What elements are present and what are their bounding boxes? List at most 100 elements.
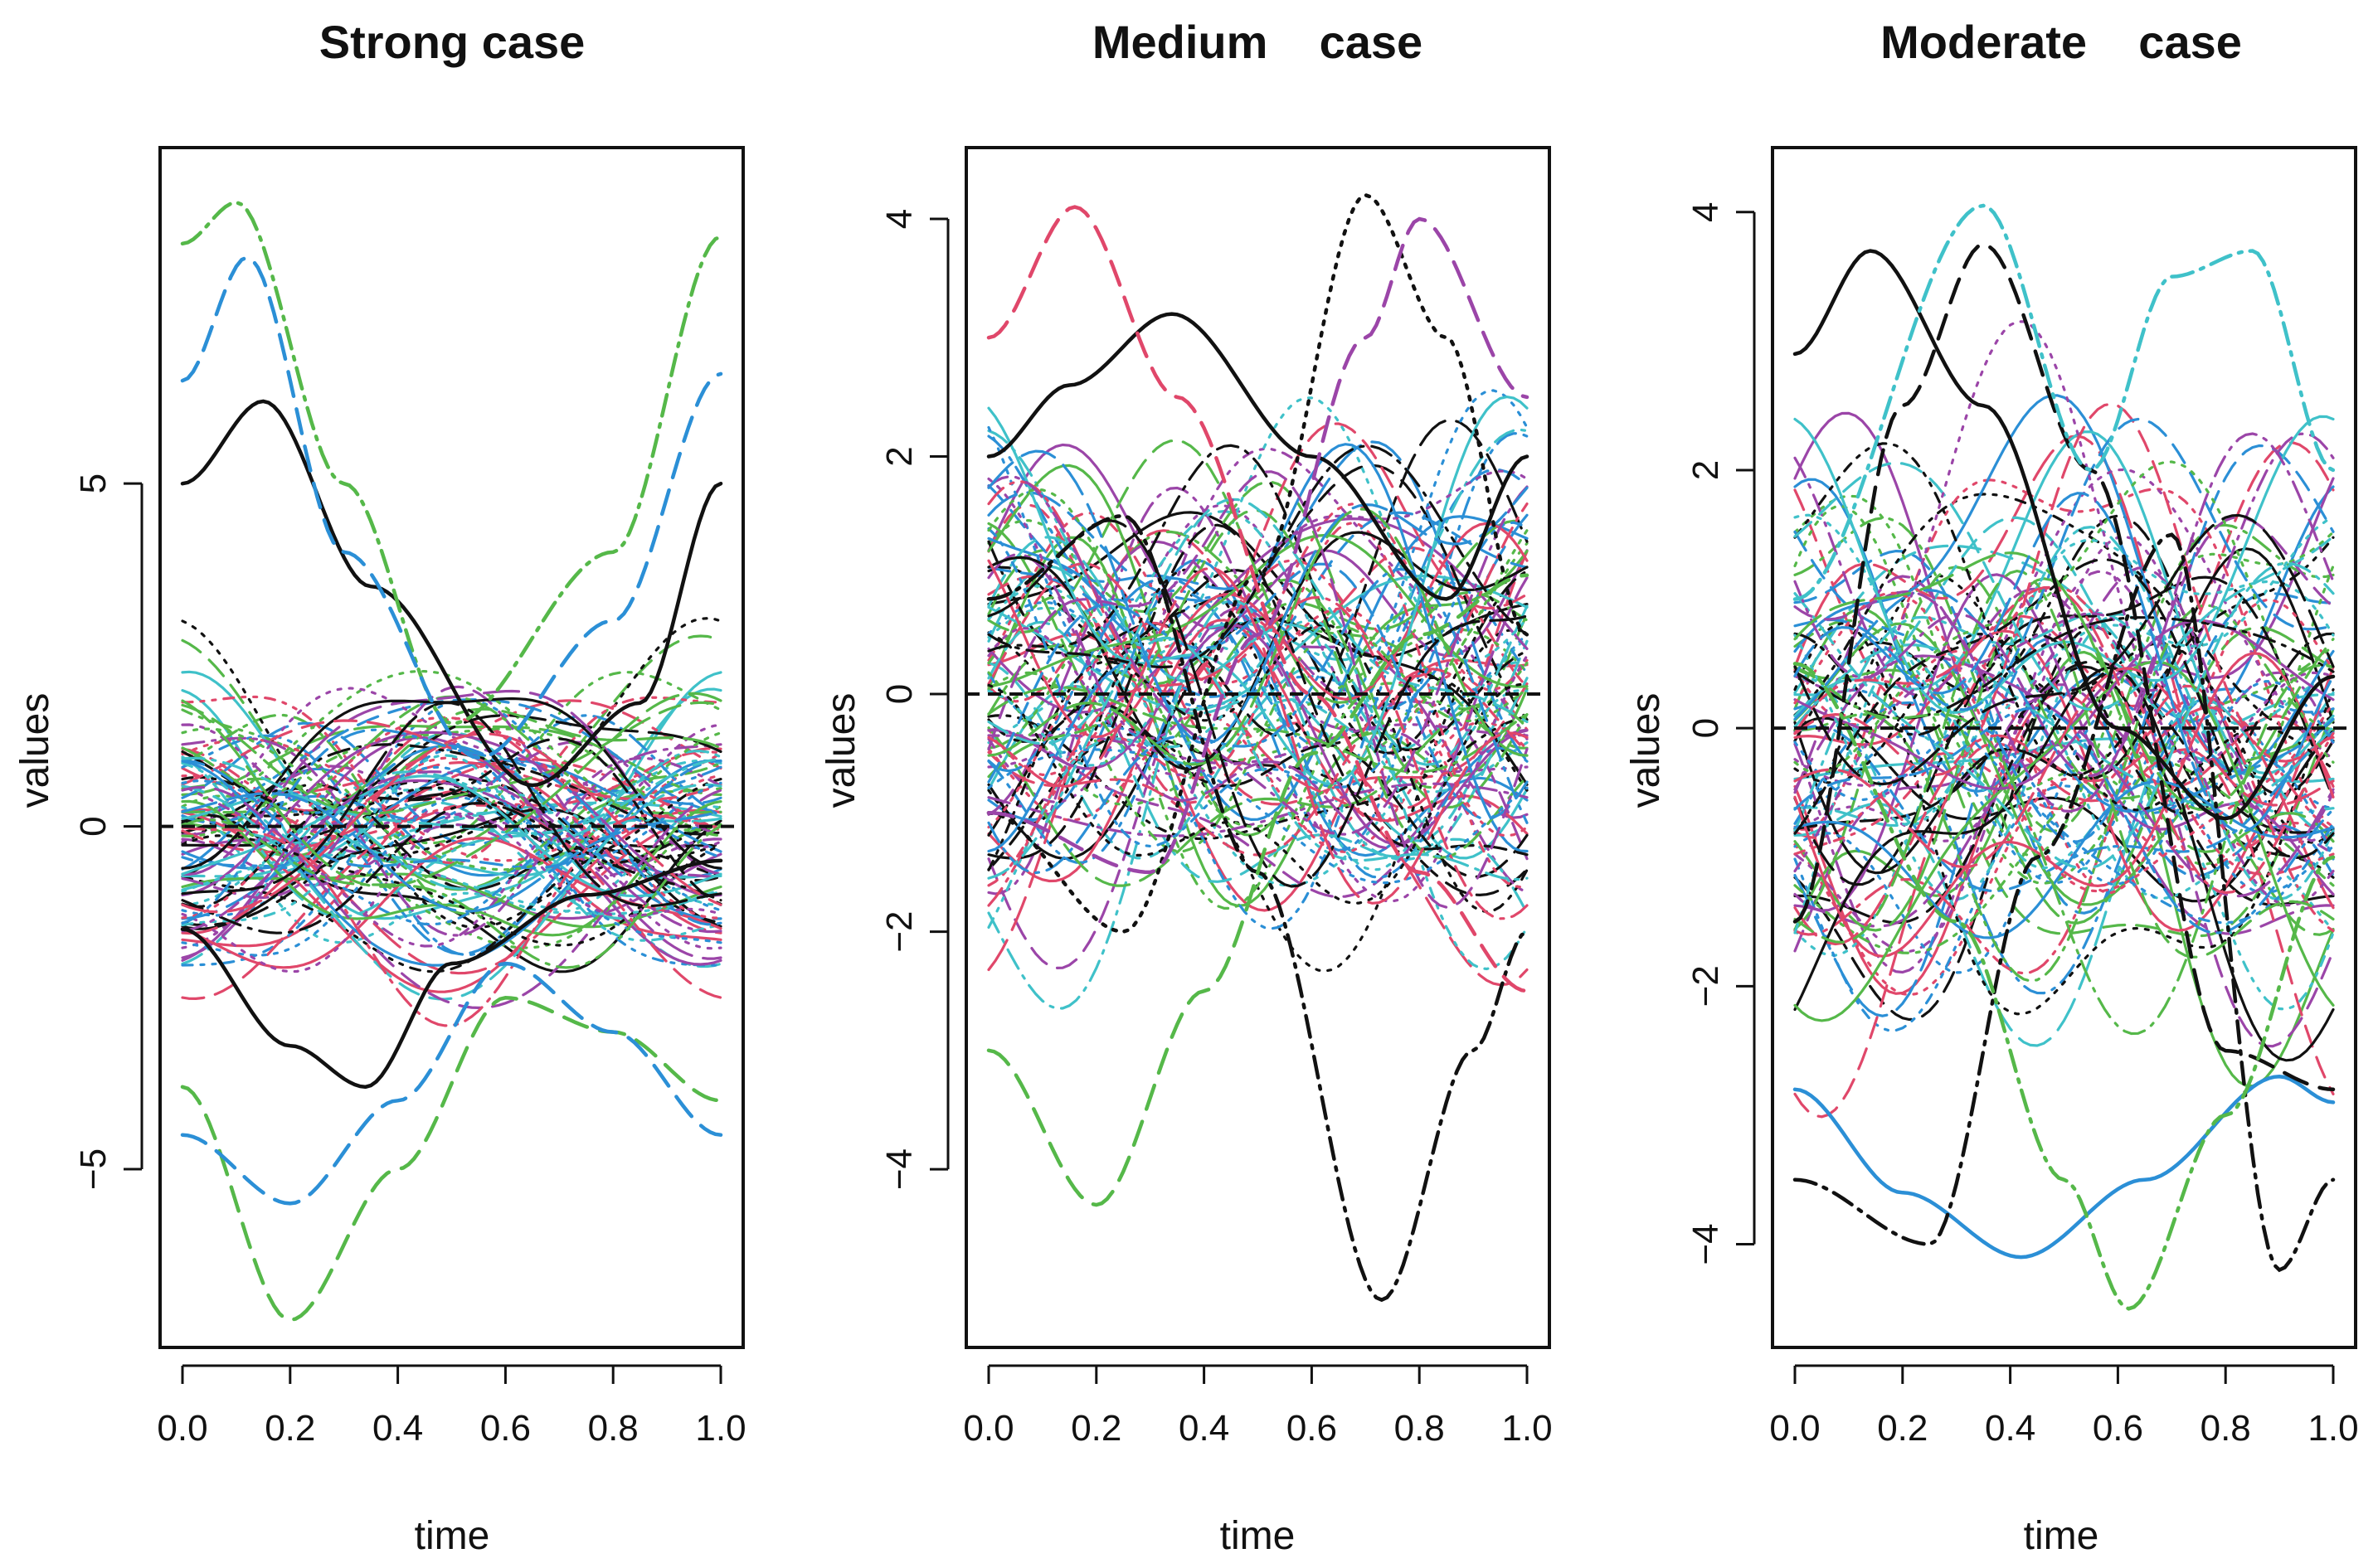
axes: 0.0 0.2 0.4 0.6 0.8 1.0 −4 −2 0 2 4 (879, 209, 1553, 1449)
y-axis-label: values (1624, 693, 1668, 808)
x-tick-label: 0.0 (1769, 1408, 1820, 1449)
series-line (987, 660, 1529, 860)
x-axis-label: time (415, 1514, 490, 1558)
series-line (987, 595, 1529, 910)
highlighted-series-line (986, 216, 1529, 875)
series-line (1793, 504, 2335, 866)
series-line (1793, 663, 2335, 1036)
series-line (987, 606, 1529, 970)
highlighted-series-line (180, 858, 723, 1090)
x-tick-label: 1.0 (695, 1408, 746, 1449)
series-line (181, 853, 722, 915)
y-tick-label: −4 (1685, 1223, 1726, 1265)
highlighted-series-line (1792, 203, 2336, 601)
series-line (1793, 417, 2335, 711)
series-line (181, 727, 722, 871)
series-line (987, 552, 1529, 850)
highlighted-series-line (180, 399, 723, 788)
series-line (181, 701, 722, 815)
series-lines (180, 200, 723, 1323)
chart-title: Strong case (319, 16, 586, 68)
series-lines (986, 192, 1529, 1303)
plot-frame (1771, 146, 2357, 1349)
series-line (181, 770, 722, 934)
series-line (1793, 684, 2335, 975)
x-tick-label: 0.2 (1877, 1408, 1928, 1449)
chart-title: Moderate case (1880, 16, 2242, 68)
series-line (987, 521, 1529, 848)
highlighted-series-line (986, 573, 1529, 1207)
series-line (987, 522, 1529, 739)
plot-frame (158, 146, 745, 1349)
series-line (181, 737, 722, 909)
plot-frame (965, 146, 1551, 1349)
series-line (987, 449, 1529, 745)
series-line (181, 779, 722, 960)
series-line (1793, 741, 2335, 1119)
highlighted-series-line (986, 312, 1529, 601)
x-tick-label: 0.6 (2093, 1408, 2143, 1449)
series-line (181, 823, 722, 887)
x-tick-label: 0.8 (588, 1408, 639, 1449)
x-tick-label: 0.6 (480, 1408, 531, 1449)
panel-moderate-case: Moderate case time values 0.0 0.2 0.4 0.6 0.… (1624, 16, 2359, 1558)
highlighted-series-line (180, 255, 723, 760)
series-line (181, 701, 722, 908)
y-tick-label: −4 (879, 1148, 920, 1190)
series-line (1793, 402, 2335, 777)
y-tick-label: 5 (73, 473, 114, 493)
x-tick-label: 0.2 (1071, 1408, 1121, 1449)
series-line (987, 515, 1529, 822)
y-tick-label: 0 (73, 816, 114, 836)
highlighted-series-line (986, 205, 1529, 993)
series-line (987, 469, 1529, 740)
series-line (1793, 432, 2335, 778)
series-line (987, 475, 1529, 836)
series-line (987, 567, 1529, 875)
series-line (987, 562, 1529, 806)
series-line (181, 818, 722, 969)
series-line (987, 702, 1529, 887)
series-line (987, 595, 1529, 920)
highlighted-series-line (1792, 249, 2336, 821)
series-line (987, 599, 1529, 1010)
series-line (181, 695, 722, 865)
y-tick-label: 0 (879, 684, 920, 704)
y-tick-label: 2 (1685, 460, 1726, 480)
y-tick-label: 2 (879, 446, 920, 466)
series-line (987, 511, 1529, 698)
series-line (1793, 516, 2335, 734)
series-line (181, 670, 722, 845)
series-line (1793, 680, 2335, 886)
series-line (181, 800, 722, 920)
highlighted-series-line (986, 192, 1529, 934)
series-line (1793, 561, 2335, 871)
axes: 0.0 0.2 0.4 0.6 0.8 1.0 −5 0 5 (73, 473, 746, 1449)
x-tick-label: 0.2 (265, 1408, 315, 1449)
series-line (987, 619, 1529, 883)
highlighted-series-line (180, 961, 723, 1206)
series-line (987, 395, 1529, 786)
series-line (987, 627, 1529, 903)
series-line (1793, 494, 2335, 857)
series-line (181, 732, 722, 914)
series-line (1793, 696, 2335, 840)
series-line (181, 813, 722, 1027)
x-tick-label: 0.6 (1286, 1408, 1337, 1449)
series-line (1793, 551, 2335, 811)
series-line (181, 799, 722, 937)
series-line (181, 754, 722, 942)
panel-strong-case: Strong case time values 0.0 0.2 0.4 0.6 0.8 1… (13, 16, 746, 1558)
y-axis-label: values (13, 693, 57, 808)
y-tick-label: 0 (1685, 718, 1726, 738)
series-line (1793, 444, 2335, 843)
series-line (1793, 515, 2335, 813)
x-tick-label: 0.0 (157, 1408, 207, 1449)
series-line (1793, 591, 2335, 893)
series-line (1793, 569, 2335, 959)
series-line (181, 736, 722, 937)
series-line (181, 801, 722, 934)
y-tick-label: −5 (73, 1148, 114, 1190)
series-line (1793, 442, 2335, 777)
